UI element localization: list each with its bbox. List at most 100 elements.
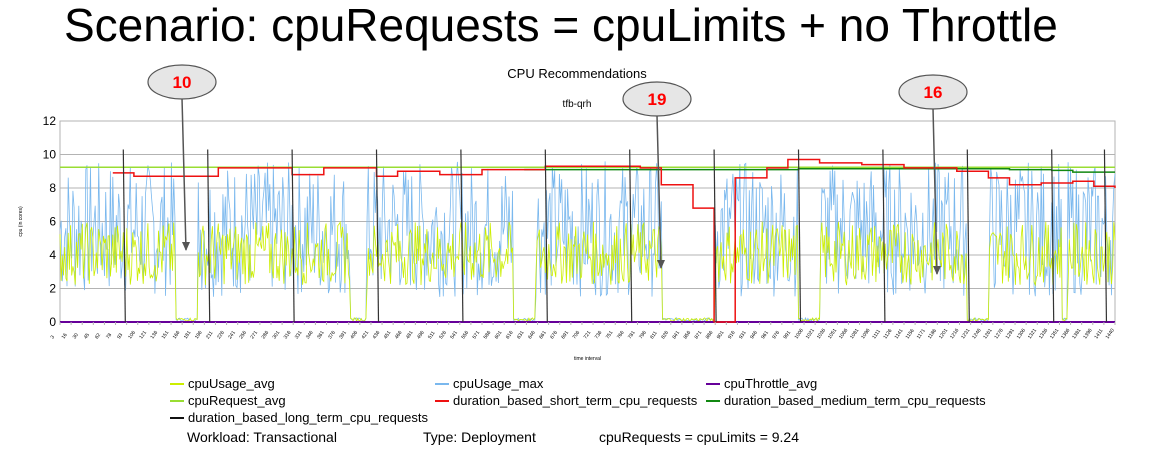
y-tick-label: 12 bbox=[43, 114, 57, 128]
x-tick-label: 946 bbox=[749, 330, 759, 340]
x-tick-label: 1366 bbox=[1060, 328, 1071, 341]
x-tick-label: 301 bbox=[272, 330, 282, 340]
x-tick-label: 106 bbox=[127, 330, 137, 340]
y-tick-label: 6 bbox=[49, 215, 56, 229]
x-tick-label: 1141 bbox=[894, 328, 905, 340]
x-tick-label: 646 bbox=[527, 330, 537, 340]
y-tick-label: 10 bbox=[43, 148, 57, 162]
legend-swatch bbox=[435, 382, 449, 385]
y-tick-label: 0 bbox=[49, 315, 56, 329]
x-tick-label: 586 bbox=[483, 330, 493, 340]
x-tick-label: 1336 bbox=[1038, 328, 1049, 341]
x-tick-label: 811 bbox=[649, 330, 659, 340]
long-term-spike bbox=[291, 149, 295, 323]
x-tick-label: 1051 bbox=[827, 328, 838, 341]
x-tick-label: 1126 bbox=[882, 328, 893, 340]
x-tick-label: 93 bbox=[116, 332, 124, 340]
chart-subtitle: tfb-qrh bbox=[563, 99, 592, 110]
x-tick-label: 1216 bbox=[949, 328, 960, 341]
legend-entry-cpuRequest-avg: cpuRequest_avg bbox=[170, 393, 286, 408]
long-term-spike bbox=[713, 149, 717, 323]
x-tick-label: 78 bbox=[105, 332, 113, 340]
x-tick-label: 1306 bbox=[1016, 328, 1027, 341]
x-tick-label: 376 bbox=[327, 330, 337, 340]
callout-pointer bbox=[181, 97, 187, 251]
legend-label: cpuThrottle_avg bbox=[724, 376, 818, 391]
x-tick-label: 1440 bbox=[1105, 328, 1116, 341]
x-tick-label: 1111 bbox=[871, 328, 882, 340]
x-tick-label: 1201 bbox=[938, 328, 949, 341]
long-term-spike bbox=[375, 149, 380, 323]
x-tick-label: 316 bbox=[283, 330, 293, 340]
series-cpuUsage-max bbox=[59, 161, 1116, 322]
chart-series bbox=[59, 149, 1116, 323]
footer-type: Type: Deployment bbox=[423, 429, 536, 445]
x-tick-label: 961 bbox=[760, 330, 770, 340]
x-tick-label: 226 bbox=[216, 330, 226, 340]
callout-bubble bbox=[898, 74, 968, 110]
x-tick-label: 1006 bbox=[794, 328, 805, 341]
x-tick-label: 1276 bbox=[993, 328, 1004, 341]
x-tick-label: 436 bbox=[372, 330, 382, 340]
y-tick-label: 2 bbox=[49, 282, 56, 296]
long-term-spike bbox=[966, 149, 970, 323]
x-tick-label: 361 bbox=[316, 330, 326, 340]
x-tick-label: 256 bbox=[238, 330, 248, 340]
legend-label: cpuUsage_avg bbox=[188, 376, 275, 391]
long-term-spike bbox=[122, 149, 126, 323]
callout-arrowhead bbox=[657, 260, 665, 269]
x-tick-label: 631 bbox=[516, 330, 526, 340]
y-axis-title: cpu (in cores) bbox=[18, 206, 24, 237]
legend-swatch bbox=[706, 399, 720, 402]
x-tick-label: 286 bbox=[261, 330, 271, 340]
slide-title: Scenario: cpuRequests = cpuLimits + no T… bbox=[64, 0, 1058, 51]
legend-swatch bbox=[435, 399, 449, 402]
x-tick-label: 3 bbox=[50, 334, 57, 340]
series-medium-term bbox=[524, 167, 1115, 173]
legend-entry-cpuUsage-max: cpuUsage_max bbox=[435, 376, 543, 391]
legend-swatch bbox=[170, 399, 184, 402]
x-tick-label: 616 bbox=[505, 330, 515, 340]
x-tick-label: 391 bbox=[338, 330, 348, 340]
x-tick-label: 451 bbox=[383, 330, 393, 340]
long-term-spike bbox=[629, 149, 633, 323]
x-tick-label: 661 bbox=[538, 330, 548, 340]
footer-workload: Workload: Transactional bbox=[187, 429, 337, 445]
x-tick-label: 676 bbox=[549, 330, 559, 340]
legend-label: cpuUsage_max bbox=[453, 376, 544, 391]
x-tick-label: 526 bbox=[438, 330, 448, 340]
x-tick-label: 706 bbox=[571, 330, 581, 340]
x-tick-label: 1261 bbox=[982, 328, 993, 341]
x-tick-label: 841 bbox=[671, 330, 681, 340]
x-tick-label: 916 bbox=[727, 330, 737, 340]
legend-swatch bbox=[706, 382, 720, 385]
legend-entry-medium-term: duration_based_medium_term_cpu_requests bbox=[706, 393, 986, 408]
long-term-spike bbox=[797, 149, 802, 323]
x-axis-title: time interval bbox=[574, 356, 601, 362]
callout-label: 10 bbox=[173, 73, 192, 92]
x-tick-label: 166 bbox=[172, 330, 182, 340]
long-term-spike bbox=[1103, 149, 1108, 323]
x-tick-label: 871 bbox=[694, 330, 704, 340]
legend-entry-long-term: duration_based_long_term_cpu_requests bbox=[170, 410, 428, 425]
legend-swatch bbox=[170, 382, 184, 385]
x-tick-label: 931 bbox=[738, 330, 748, 340]
x-tick-label: 496 bbox=[416, 330, 426, 340]
long-term-spike bbox=[460, 149, 464, 323]
callout-bubble bbox=[147, 64, 217, 100]
x-tick-label: 511 bbox=[427, 330, 437, 340]
x-tick-label: 1036 bbox=[816, 328, 827, 341]
x-tick-label: 796 bbox=[638, 330, 648, 340]
legend-label: duration_based_medium_term_cpu_requests bbox=[724, 393, 986, 408]
x-tick-label: 541 bbox=[449, 330, 459, 340]
x-tick-label: 466 bbox=[394, 330, 404, 340]
x-tick-label: 1351 bbox=[1049, 328, 1060, 341]
x-tick-label: 1231 bbox=[960, 328, 971, 341]
callout-label: 16 bbox=[924, 83, 943, 102]
x-tick-label: 331 bbox=[294, 330, 304, 340]
footer-requests: cpuRequests = cpuLimits = 9.24 bbox=[599, 429, 800, 445]
x-tick-label: 1156 bbox=[905, 328, 916, 340]
chart-title: CPU Recommendations bbox=[507, 66, 647, 81]
y-tick-label: 4 bbox=[49, 248, 56, 262]
